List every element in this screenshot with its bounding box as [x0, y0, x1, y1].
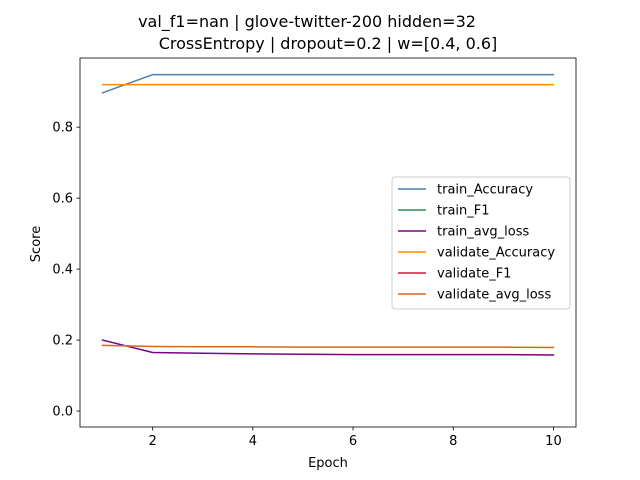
y-tick-label: 0.2 — [52, 334, 73, 349]
series-line-train-accuracy — [101, 73, 555, 94]
legend-label-validate-accuracy: validate_Accuracy — [437, 246, 555, 261]
legend-box — [391, 176, 571, 310]
legend-label-validate-avg-loss: validate_avg_loss — [437, 288, 551, 303]
x-tick-label: 10 — [545, 434, 562, 449]
y-axis-label: Score — [29, 226, 44, 262]
legend-label-validate-f1: validate_F1 — [437, 267, 511, 282]
x-tick-label: 6 — [349, 434, 357, 449]
chart-title-line-1: val_f1=nan | glove-twitter-200 hidden=32 — [138, 12, 476, 32]
legend-label-train-f1: train_F1 — [437, 204, 490, 219]
legend: train_Accuracy train_F1 train_avg_lossvali… — [391, 176, 571, 310]
legend-label-train-accuracy: train_Accuracy — [437, 183, 533, 198]
series-line-train-avg-loss — [101, 339, 555, 356]
legend-label-train-avg-loss: train_avg_loss — [437, 225, 530, 240]
chart-title-line-2: CrossEntropy | dropout=0.2 | w=[0.4, 0.6… — [159, 34, 498, 53]
y-tick-label: 0.0 — [52, 405, 73, 420]
x-tick-label: 2 — [149, 434, 157, 449]
y-tick-label: 0.8 — [52, 121, 73, 136]
series-line-validate-avg-loss — [101, 344, 555, 349]
y-tick-label: 0.6 — [52, 192, 73, 207]
plot-area: 2 4 6 8 10 0.0 0.2 0.4 0.6 0.8 — [52, 57, 577, 449]
x-axis-label: Epoch — [308, 456, 348, 471]
x-tick-label: 8 — [449, 434, 457, 449]
y-tick-label: 0.4 — [52, 263, 73, 278]
x-tick-label: 4 — [249, 434, 257, 449]
axes-frame — [79, 57, 577, 428]
